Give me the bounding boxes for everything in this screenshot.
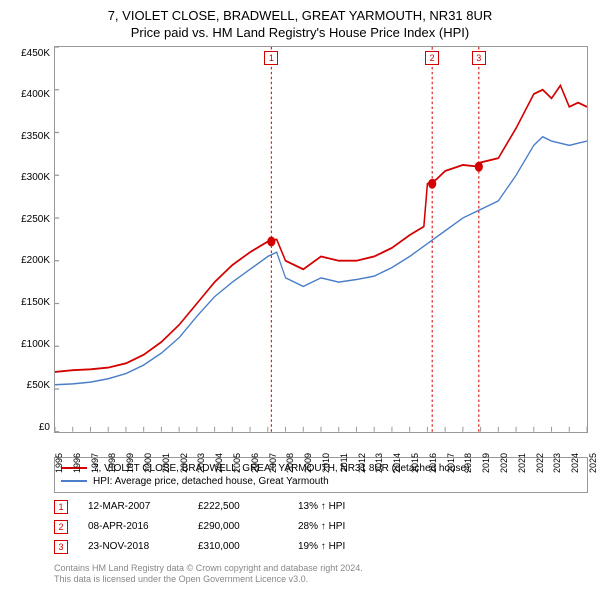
y-axis: £450K £400K £350K £300K £250K £200K £150K £100K… bbox=[12, 46, 54, 453]
sale-date: 08-APR-2016 bbox=[88, 521, 178, 532]
sale-pct: 13% ↑ HPI bbox=[298, 501, 345, 512]
x-tick-label: 2005 bbox=[232, 453, 242, 473]
sale-date: 23-NOV-2018 bbox=[88, 541, 178, 552]
sales-table: 1 12-MAR-2007 £222,500 13% ↑ HPI 2 08-APR-201… bbox=[54, 497, 588, 557]
x-tick-label: 2011 bbox=[339, 453, 349, 472]
chart-subtitle: Price paid vs. HM Land Registry's House … bbox=[12, 25, 588, 40]
x-tick-label: 2020 bbox=[499, 453, 509, 473]
x-tick-label: 2002 bbox=[179, 453, 189, 473]
chart-marker-badge: 1 bbox=[264, 51, 278, 65]
x-tick-label: 2004 bbox=[214, 453, 224, 473]
sale-row: 3 23-NOV-2018 £310,000 19% ↑ HPI bbox=[54, 537, 588, 557]
x-tick-label: 2003 bbox=[196, 453, 206, 473]
chart-title: 7, VIOLET CLOSE, BRADWELL, GREAT YARMOUT… bbox=[12, 8, 588, 25]
sale-price: £310,000 bbox=[198, 541, 278, 552]
x-tick-label: 2014 bbox=[392, 453, 402, 473]
x-tick-label: 2024 bbox=[570, 453, 580, 473]
sale-badge: 2 bbox=[54, 520, 68, 534]
x-tick-label: 2015 bbox=[410, 453, 420, 473]
x-tick-label: 2009 bbox=[303, 453, 313, 473]
sale-row: 2 08-APR-2016 £290,000 28% ↑ HPI bbox=[54, 517, 588, 537]
x-tick-label: 2001 bbox=[161, 453, 171, 473]
sale-date: 12-MAR-2007 bbox=[88, 501, 178, 512]
x-tick-label: 1998 bbox=[107, 453, 117, 473]
x-tick-label: 2007 bbox=[268, 453, 278, 473]
x-axis: 1995199619971998199920002001200220032004… bbox=[54, 433, 588, 453]
footer-line-1: Contains HM Land Registry data © Crown c… bbox=[54, 563, 588, 575]
x-tick-label: 2022 bbox=[535, 453, 545, 473]
y-tick-label: £450K bbox=[12, 48, 50, 59]
x-tick-label: 2023 bbox=[552, 453, 562, 473]
sale-price: £222,500 bbox=[198, 501, 278, 512]
legend-swatch bbox=[61, 480, 87, 482]
legend-label: HPI: Average price, detached house, Grea… bbox=[93, 476, 329, 487]
x-tick-label: 2019 bbox=[481, 453, 491, 473]
y-tick-label: £0 bbox=[12, 422, 50, 433]
chart-area: £450K £400K £350K £300K £250K £200K £150K £100K… bbox=[12, 46, 588, 453]
y-tick-label: £350K bbox=[12, 131, 50, 142]
x-tick-label: 1999 bbox=[125, 453, 135, 473]
legend-row: HPI: Average price, detached house, Grea… bbox=[61, 475, 581, 488]
x-tick-label: 2006 bbox=[250, 453, 260, 473]
y-tick-label: £150K bbox=[12, 297, 50, 308]
x-tick-label: 2016 bbox=[428, 453, 438, 473]
sale-badge: 3 bbox=[54, 540, 68, 554]
x-tick-label: 1997 bbox=[90, 453, 100, 473]
x-tick-label: 2008 bbox=[285, 453, 295, 473]
x-tick-label: 2013 bbox=[374, 453, 384, 473]
x-tick-label: 2000 bbox=[143, 453, 153, 473]
sale-badge: 1 bbox=[54, 500, 68, 514]
x-tick-label: 2012 bbox=[357, 453, 367, 473]
footer-line-2: This data is licensed under the Open Gov… bbox=[54, 574, 588, 586]
x-tick-label: 2025 bbox=[588, 453, 598, 473]
sale-pct: 19% ↑ HPI bbox=[298, 541, 345, 552]
x-tick-label: 1996 bbox=[72, 453, 82, 473]
y-tick-label: £50K bbox=[12, 380, 50, 391]
y-tick-label: £100K bbox=[12, 339, 50, 350]
y-tick-label: £250K bbox=[12, 214, 50, 225]
footer-attribution: Contains HM Land Registry data © Crown c… bbox=[54, 563, 588, 586]
y-tick-label: £200K bbox=[12, 255, 50, 266]
plot-region: 1 2 3 bbox=[54, 46, 588, 433]
x-tick-label: 1995 bbox=[54, 453, 64, 473]
chart-marker-badge: 3 bbox=[472, 51, 486, 65]
x-tick-label: 2018 bbox=[463, 453, 473, 473]
sale-price: £290,000 bbox=[198, 521, 278, 532]
x-tick-label: 2010 bbox=[321, 453, 331, 473]
x-tick-label: 2021 bbox=[517, 453, 527, 473]
y-tick-label: £300K bbox=[12, 172, 50, 183]
y-tick-label: £400K bbox=[12, 89, 50, 100]
sale-pct: 28% ↑ HPI bbox=[298, 521, 345, 532]
x-tick-label: 2017 bbox=[446, 453, 456, 473]
sale-row: 1 12-MAR-2007 £222,500 13% ↑ HPI bbox=[54, 497, 588, 517]
chart-marker-badge: 2 bbox=[425, 51, 439, 65]
